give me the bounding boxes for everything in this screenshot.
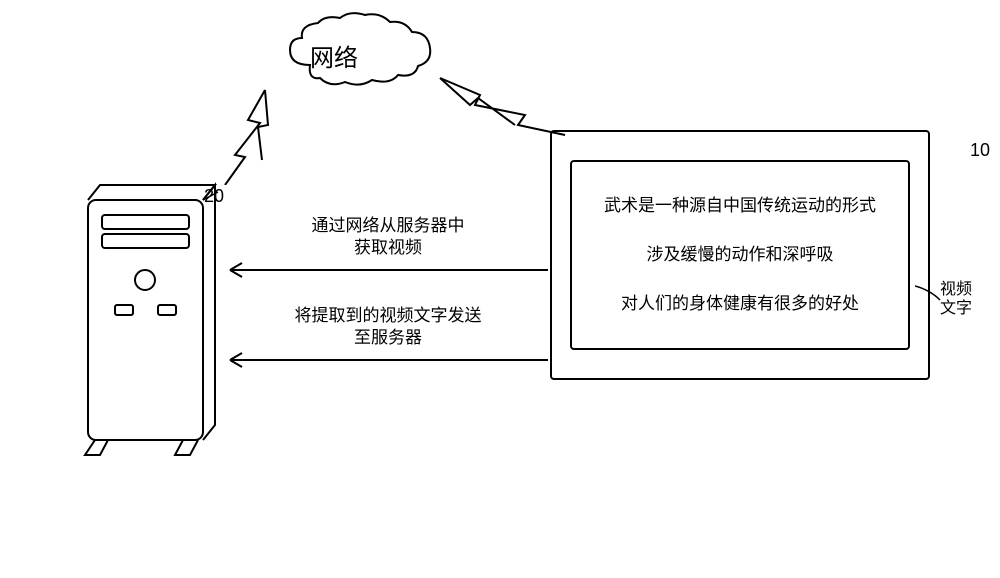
- arrow-bottom-text2: 至服务器: [354, 328, 422, 347]
- display-inner-box: 武术是一种源自中国传统运动的形式 涉及缓慢的动作和深呼吸 对人们的身体健康有很多…: [570, 160, 910, 350]
- display-text-line2: 涉及缓慢的动作和深呼吸: [647, 243, 834, 267]
- server-tower-icon: [80, 180, 220, 460]
- lightning-right-icon: [430, 70, 570, 150]
- arrow-bottom-icon: [228, 350, 548, 370]
- display-label: 10: [970, 140, 990, 161]
- arrow-top-text1: 通过网络从服务器中: [312, 216, 465, 235]
- display-text-line1: 武术是一种源自中国传统运动的形式: [604, 194, 876, 218]
- display-text-line3: 对人们的身体健康有很多的好处: [621, 292, 859, 316]
- annotation-text: 视频文字: [940, 280, 972, 318]
- system-diagram: 网络 20 武术是一种源自中国传统运动的形式 涉及缓慢的动作和深呼吸 对人们的身…: [0, 0, 1000, 578]
- cloud-label: 网络: [310, 38, 358, 73]
- video-text-annotation: 视频文字: [940, 280, 972, 318]
- network-cloud-icon: [280, 10, 440, 90]
- arrow-top-icon: [228, 260, 548, 280]
- lightning-left-icon: [220, 85, 280, 185]
- arrow-bottom-text1: 将提取到的视频文字发送: [295, 306, 482, 325]
- arrow-top-label: 通过网络从服务器中 获取视频: [228, 215, 548, 259]
- server-label: 20: [204, 186, 224, 207]
- arrow-bottom-label: 将提取到的视频文字发送 至服务器: [228, 305, 548, 349]
- arrow-top-text2: 获取视频: [354, 238, 422, 257]
